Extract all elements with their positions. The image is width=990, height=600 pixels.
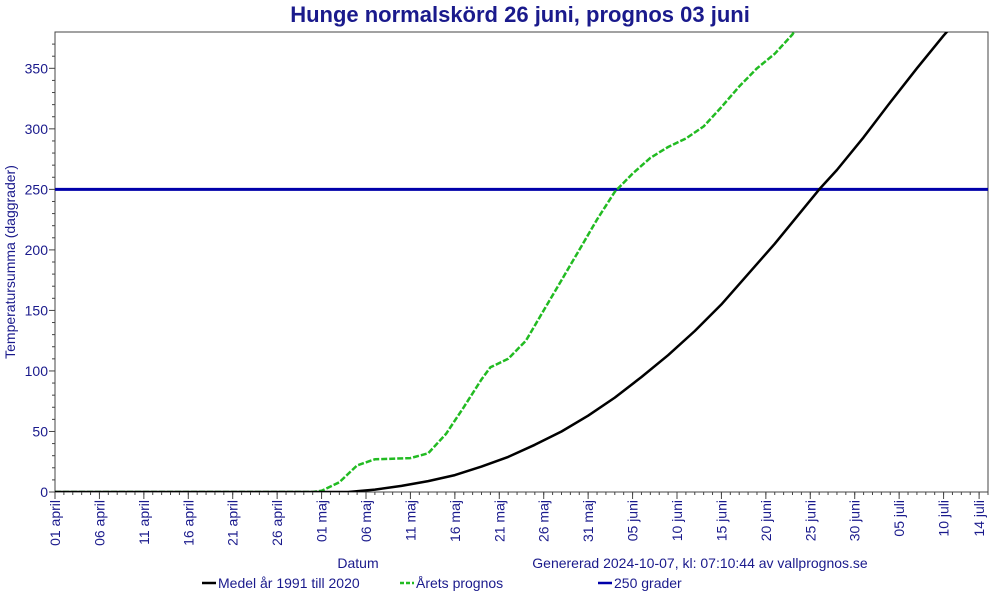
x-tick-label: 01 maj: [314, 500, 330, 542]
y-tick-label: 0: [40, 484, 48, 500]
plot-frame: [54, 31, 989, 493]
x-tick-label: 10 juni: [669, 500, 685, 541]
x-tick-label: 25 juni: [802, 500, 818, 541]
x-tick-label: 01 april: [47, 500, 63, 546]
x-tick-label: 31 maj: [580, 500, 596, 542]
x-tick-label: 10 juli: [936, 500, 952, 537]
series-layer: [55, 32, 988, 492]
y-tick-label: 250: [25, 181, 49, 197]
series-line-0: [55, 32, 949, 492]
x-tick-label: 21 april: [225, 500, 241, 546]
y-tick-label: 100: [25, 363, 49, 379]
y-tick-label: 150: [25, 302, 49, 318]
x-tick-label: 05 juni: [625, 500, 641, 541]
x-tick-label: 26 maj: [536, 500, 552, 542]
y-tick-label: 200: [25, 242, 49, 258]
x-tick-label: 16 maj: [447, 500, 463, 542]
y-axis: 0 50 100 150 200 250 300 350: [25, 43, 55, 500]
generated-footer: Genererad 2024-10-07, kl: 07:10:44 av va…: [532, 555, 868, 571]
x-tick-label: 30 juni: [847, 500, 863, 541]
x-tick-label: 26 april: [269, 500, 285, 546]
legend: Medel år 1991 till 2020 Årets prognos 250 …: [202, 575, 682, 591]
x-tick-label: 16 april: [180, 500, 196, 546]
chart-title: Hunge normalskörd 26 juni, prognos 03 ju…: [290, 2, 750, 27]
x-tick-label: 15 juni: [713, 500, 729, 541]
x-tick-label: 11 april: [136, 500, 152, 545]
plot-area: [54, 31, 989, 493]
legend-label: Medel år 1991 till 2020: [218, 575, 360, 591]
x-tick-label: 11 maj: [402, 500, 418, 541]
x-tick-label: 21 maj: [491, 500, 507, 542]
legend-label: Årets prognos: [416, 575, 503, 591]
x-axis-label: Datum: [337, 555, 378, 571]
y-tick-label: 300: [25, 121, 49, 137]
y-tick-label: 50: [32, 423, 48, 439]
x-tick-label: 06 maj: [358, 500, 374, 542]
legend-label: 250 grader: [614, 575, 682, 591]
x-tick-label: 20 juni: [758, 500, 774, 541]
x-tick-label: 06 april: [91, 500, 107, 546]
x-tick-label: 14 juli: [971, 500, 987, 537]
y-tick-label: 350: [25, 60, 49, 76]
x-tick-label: 05 juli: [891, 500, 907, 537]
series-line-1: [55, 32, 796, 492]
x-axis: 01 april 06 april 11 april 16 april 21 april…: [47, 492, 989, 546]
y-axis-label: Temperatursumma (daggrader): [2, 165, 18, 359]
